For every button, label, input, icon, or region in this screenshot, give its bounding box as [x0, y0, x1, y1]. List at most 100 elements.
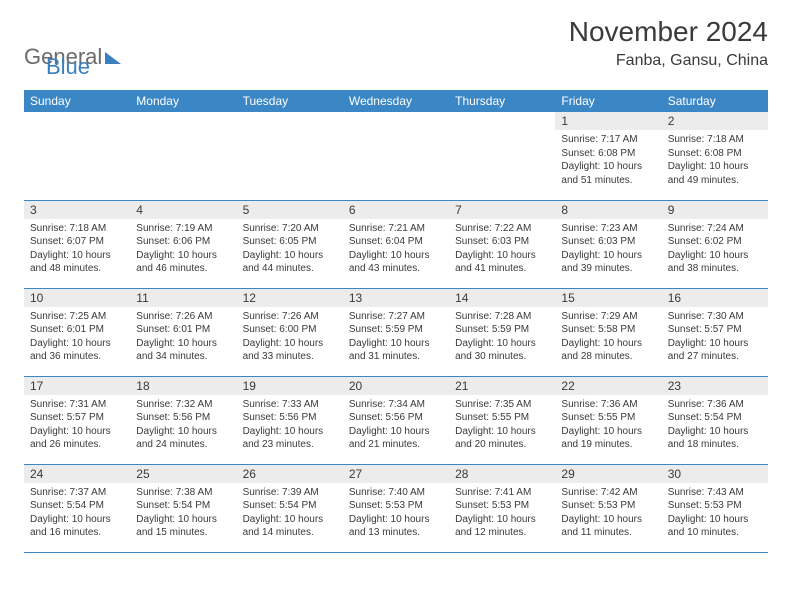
sunrise-line-value: 7:36 AM	[707, 399, 744, 410]
daylight-line-label: Daylight:	[30, 338, 72, 349]
calendar-empty-cell	[449, 112, 555, 200]
sunset-line-value: 5:57 PM	[67, 412, 104, 423]
logo-triangle-icon	[105, 52, 121, 64]
weekday-header: Saturday	[662, 90, 768, 112]
sunset-line-value: 5:54 PM	[67, 500, 104, 511]
sunrise-line-label: Sunrise:	[668, 487, 707, 498]
day-details: Sunrise: 7:31 AMSunset: 5:57 PMDaylight:…	[24, 395, 130, 458]
day-details: Sunrise: 7:24 AMSunset: 6:02 PMDaylight:…	[662, 219, 768, 282]
day-number: 16	[662, 289, 768, 307]
title-block: November 2024 Fanba, Gansu, China	[569, 16, 768, 70]
sunrise-line-label: Sunrise:	[455, 223, 494, 234]
sunrise-line-label: Sunrise:	[243, 311, 282, 322]
sunset-line-label: Sunset:	[30, 412, 67, 423]
daylight-line: Daylight: 10 hours and 48 minutes.	[30, 249, 124, 276]
day-number: 20	[343, 377, 449, 395]
sunset-line-value: 6:00 PM	[279, 324, 316, 335]
sunrise-line: Sunrise: 7:33 AM	[243, 398, 337, 412]
sunset-line: Sunset: 5:53 PM	[668, 499, 762, 513]
daylight-line-label: Daylight:	[668, 338, 710, 349]
day-number: 6	[343, 201, 449, 219]
sunset-line: Sunset: 5:53 PM	[561, 499, 655, 513]
day-details: Sunrise: 7:38 AMSunset: 5:54 PMDaylight:…	[130, 483, 236, 546]
sunrise-line-value: 7:34 AM	[388, 399, 425, 410]
sunset-line-value: 6:01 PM	[67, 324, 104, 335]
sunrise-line-label: Sunrise:	[455, 487, 494, 498]
daylight-line: Daylight: 10 hours and 36 minutes.	[30, 337, 124, 364]
sunrise-line-value: 7:21 AM	[388, 223, 425, 234]
sunset-line-value: 6:08 PM	[704, 148, 741, 159]
sunset-line-value: 5:54 PM	[173, 500, 210, 511]
sunset-line-label: Sunset:	[349, 324, 386, 335]
sunrise-line-label: Sunrise:	[349, 223, 388, 234]
sunrise-line: Sunrise: 7:31 AM	[30, 398, 124, 412]
sunset-line-label: Sunset:	[243, 236, 280, 247]
weekday-header: Wednesday	[343, 90, 449, 112]
sunset-line-value: 5:58 PM	[598, 324, 635, 335]
daylight-line-label: Daylight:	[30, 514, 72, 525]
sunset-line-label: Sunset:	[455, 324, 492, 335]
sunset-line-label: Sunset:	[243, 500, 280, 511]
daylight-line: Daylight: 10 hours and 39 minutes.	[561, 249, 655, 276]
day-details: Sunrise: 7:41 AMSunset: 5:53 PMDaylight:…	[449, 483, 555, 546]
day-details: Sunrise: 7:40 AMSunset: 5:53 PMDaylight:…	[343, 483, 449, 546]
sunrise-line: Sunrise: 7:18 AM	[30, 222, 124, 236]
sunrise-line-label: Sunrise:	[30, 399, 69, 410]
sunrise-line-label: Sunrise:	[30, 311, 69, 322]
sunset-line-value: 6:07 PM	[67, 236, 104, 247]
day-number: 2	[662, 112, 768, 130]
sunset-line-label: Sunset:	[561, 236, 598, 247]
calendar-header-row: SundayMondayTuesdayWednesdayThursdayFrid…	[24, 90, 768, 112]
sunrise-line: Sunrise: 7:41 AM	[455, 486, 549, 500]
sunset-line: Sunset: 5:59 PM	[455, 323, 549, 337]
daylight-line-label: Daylight:	[561, 161, 603, 172]
sunset-line-value: 5:54 PM	[279, 500, 316, 511]
daylight-line-label: Daylight:	[668, 514, 710, 525]
sunrise-line: Sunrise: 7:40 AM	[349, 486, 443, 500]
sunrise-line-label: Sunrise:	[561, 223, 600, 234]
day-details: Sunrise: 7:30 AMSunset: 5:57 PMDaylight:…	[662, 307, 768, 370]
sunset-line-value: 5:53 PM	[704, 500, 741, 511]
daylight-line-label: Daylight:	[136, 426, 178, 437]
sunset-line: Sunset: 6:06 PM	[136, 235, 230, 249]
sunset-line-label: Sunset:	[455, 412, 492, 423]
sunset-line-value: 6:03 PM	[598, 236, 635, 247]
daylight-line: Daylight: 10 hours and 43 minutes.	[349, 249, 443, 276]
daylight-line-label: Daylight:	[455, 426, 497, 437]
daylight-line-label: Daylight:	[668, 426, 710, 437]
calendar-week-row: 3 Sunrise: 7:18 AM Sunset: 6:07 PM Daylight…	[24, 200, 768, 288]
sunset-line-label: Sunset:	[136, 236, 173, 247]
daylight-line-label: Daylight:	[668, 161, 710, 172]
logo-word-2: Blue	[46, 54, 90, 79]
calendar-day-cell: 14Sunrise: 7:28 AMSunset: 5:59 PMDayligh…	[449, 288, 555, 376]
sunset-line: Sunset: 5:55 PM	[455, 411, 549, 425]
day-details: Sunrise: 7:33 AMSunset: 5:56 PMDaylight:…	[237, 395, 343, 458]
sunset-line-value: 6:03 PM	[492, 236, 529, 247]
daylight-line: Daylight: 10 hours and 44 minutes.	[243, 249, 337, 276]
sunset-line-value: 5:57 PM	[704, 324, 741, 335]
sunset-line: Sunset: 5:53 PM	[455, 499, 549, 513]
daylight-line: Daylight: 10 hours and 13 minutes.	[349, 513, 443, 540]
day-number: 24	[24, 465, 130, 483]
daylight-line: Daylight: 10 hours and 11 minutes.	[561, 513, 655, 540]
sunrise-line: Sunrise: 7:38 AM	[136, 486, 230, 500]
sunset-line-label: Sunset:	[136, 324, 173, 335]
calendar-day-cell: 18Sunrise: 7:32 AMSunset: 5:56 PMDayligh…	[130, 376, 236, 464]
sunset-line-label: Sunset:	[668, 236, 705, 247]
day-number: 3	[24, 201, 130, 219]
sunrise-line-value: 7:18 AM	[69, 223, 106, 234]
daylight-line-label: Daylight:	[455, 250, 497, 261]
day-details: Sunrise: 7:35 AMSunset: 5:55 PMDaylight:…	[449, 395, 555, 458]
calendar-day-cell: 28Sunrise: 7:41 AMSunset: 5:53 PMDayligh…	[449, 464, 555, 552]
day-details: Sunrise: 7:32 AMSunset: 5:56 PMDaylight:…	[130, 395, 236, 458]
sunset-line-label: Sunset:	[561, 412, 598, 423]
sunrise-line-label: Sunrise:	[561, 311, 600, 322]
sunrise-line-value: 7:41 AM	[495, 487, 532, 498]
sunrise-line: Sunrise: 7:36 AM	[668, 398, 762, 412]
sunset-line-label: Sunset:	[455, 236, 492, 247]
sunset-line-value: 5:53 PM	[492, 500, 529, 511]
sunrise-line-label: Sunrise:	[561, 487, 600, 498]
weekday-header: Tuesday	[237, 90, 343, 112]
day-details: Sunrise: 7:22 AMSunset: 6:03 PMDaylight:…	[449, 219, 555, 282]
sunset-line: Sunset: 6:03 PM	[561, 235, 655, 249]
